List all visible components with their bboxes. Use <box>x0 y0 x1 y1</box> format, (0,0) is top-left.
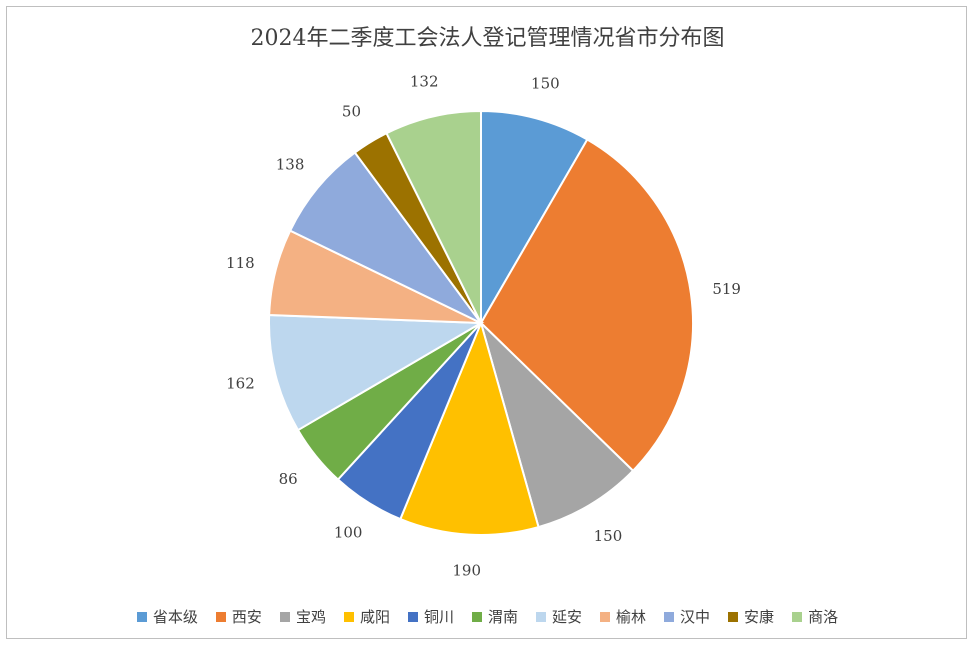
legend-label: 西安 <box>231 608 262 626</box>
legend-item-延安: 延安 <box>536 606 582 627</box>
legend-item-商洛: 商洛 <box>792 606 838 627</box>
data-label-榆林: 118 <box>226 254 255 272</box>
chart-legend: 省本级 西安 宝鸡 咸阳 铜川 渭南 延安 榆林 汉中 安康 商洛 <box>0 606 975 627</box>
data-label-省本级: 150 <box>531 74 560 92</box>
legend-label: 省本级 <box>152 608 198 626</box>
data-label-延安: 162 <box>226 374 255 392</box>
pie-slice-宝鸡 <box>479 319 635 529</box>
legend-swatch <box>664 611 675 622</box>
data-label-安康: 50 <box>342 103 361 121</box>
legend-item-渭南: 渭南 <box>471 606 518 627</box>
data-label-商洛: 132 <box>410 73 439 91</box>
legend-label: 渭南 <box>487 608 518 626</box>
data-label-渭南: 86 <box>279 470 298 488</box>
data-label-铜川: 100 <box>334 523 363 541</box>
legend-item-咸阳: 咸阳 <box>343 606 390 627</box>
legend-swatch <box>136 611 147 622</box>
legend-item-汉中: 汉中 <box>664 606 710 627</box>
data-label-西安: 519 <box>712 280 741 298</box>
legend-label: 宝鸡 <box>295 608 326 626</box>
legend-label: 榆林 <box>616 608 647 626</box>
legend-swatch <box>792 611 803 622</box>
legend-item-省本级: 省本级 <box>136 606 198 627</box>
legend-label: 咸阳 <box>359 608 390 626</box>
legend-swatch <box>407 611 418 622</box>
pie-slice-省本级 <box>480 109 589 327</box>
legend-swatch <box>536 611 546 622</box>
pie-slice-延安 <box>268 313 485 432</box>
legend-swatch <box>728 611 739 622</box>
legend-label: 汉中 <box>680 608 711 626</box>
pie-slice-咸阳 <box>399 319 540 536</box>
legend-item-宝鸡: 宝鸡 <box>279 606 326 627</box>
legend-swatch <box>215 611 226 622</box>
legend-label: 延安 <box>552 608 583 626</box>
legend-label: 铜川 <box>423 608 454 626</box>
legend-swatch <box>600 611 611 622</box>
legend-item-榆林: 榆林 <box>600 606 646 627</box>
pie-slice-西安 <box>479 138 694 473</box>
pie-slice-商洛 <box>385 109 482 324</box>
legend-item-西安: 西安 <box>215 606 262 627</box>
data-label-咸阳: 190 <box>452 562 481 580</box>
data-label-汉中: 138 <box>276 156 305 174</box>
chart-title: 2024年二季度工会法人登记管理情况省市分布图 <box>250 26 725 51</box>
legend-item-铜川: 铜川 <box>407 606 454 627</box>
pie-slice-汉中 <box>288 151 482 324</box>
legend-label: 安康 <box>744 608 775 626</box>
legend-item-安康: 安康 <box>728 606 774 627</box>
legend-label: 商洛 <box>808 608 839 626</box>
legend-swatch <box>343 611 354 622</box>
legend-swatch <box>471 611 482 622</box>
data-label-宝鸡: 150 <box>594 527 623 545</box>
legend-swatch <box>279 611 290 622</box>
